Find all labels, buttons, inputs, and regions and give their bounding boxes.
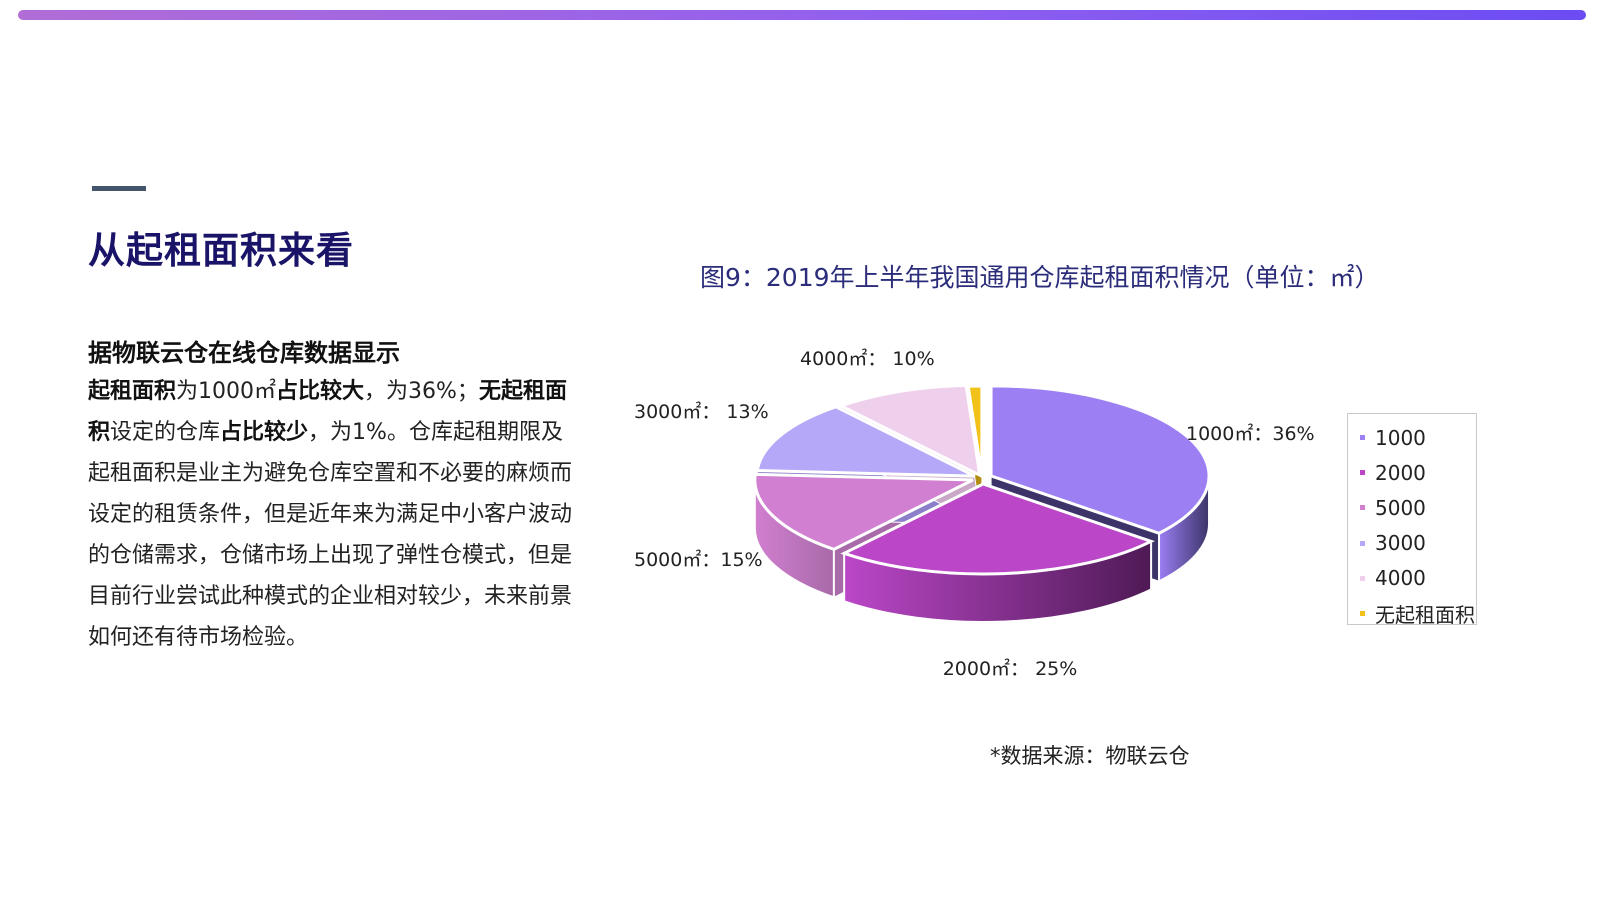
legend-item: 1000 [1348, 420, 1476, 455]
pie-slice-4000 [836, 383, 982, 478]
pie-slice-2000 [840, 482, 1155, 576]
legend-swatch [1360, 611, 1365, 617]
pie-data-label: 2000㎡： 25% [943, 657, 1078, 680]
legend-item: 3000 [1348, 526, 1476, 561]
chart-title: 图9：2019年上半年我国通用仓库起租面积情况（单位：㎡） [700, 263, 1380, 292]
subtitle: 据物联云仓在线仓库数据显示 [88, 339, 400, 367]
legend-swatch [1360, 435, 1365, 441]
section-title: 从起租面积来看 [88, 229, 354, 272]
paragraph-run: 设定的仓库 [110, 420, 221, 445]
legend-item: 2000 [1348, 455, 1476, 490]
pie-data-label: 5000㎡：15% [634, 548, 763, 571]
paragraph-run: ，为36%； [364, 379, 479, 404]
pie-slice-无起租面积 [966, 384, 984, 477]
pie-slice-5000 [753, 472, 974, 551]
pie-data-label: 4000㎡： 10% [800, 347, 935, 370]
legend-swatch [1360, 540, 1365, 546]
legend-label: 无起租面积 [1375, 603, 1475, 628]
pie-slice-3000 [755, 405, 976, 478]
legend-swatch [1360, 505, 1365, 511]
pie-slice-1000 [989, 384, 1211, 535]
pie-chart: 1000㎡：36% 2000㎡： 25% 5000㎡：15% 3000㎡： 13% 40… [634, 347, 1315, 680]
pie-data-label: 3000㎡： 13% [634, 400, 769, 423]
legend-item: 5000 [1348, 490, 1476, 525]
legend-label: 3000 [1375, 531, 1426, 556]
paragraph-run: 占比较少 [220, 420, 309, 445]
legend-label: 2000 [1375, 460, 1426, 485]
legend-label: 1000 [1375, 425, 1426, 450]
legend-label: 5000 [1375, 495, 1426, 520]
legend-swatch [1360, 575, 1365, 581]
paragraph-run: ，为1%。仓库起租期限及起租面积是业主为避免仓库空置和不必要的麻烦而设定的租赁条… [88, 420, 573, 650]
paragraph-run: 无起租面积 [88, 379, 567, 445]
legend-item: 4000 [1348, 561, 1476, 596]
legend-label: 4000 [1375, 566, 1426, 591]
top-accent-bar [18, 10, 1586, 20]
paragraph-run: 起租面积 [88, 379, 177, 404]
pie-data-label: 1000㎡：36% [1186, 422, 1315, 445]
legend-item: 无起租面积 [1348, 596, 1476, 631]
paragraph-run: 为1000㎡ [176, 379, 277, 404]
chart-legend: 1000 2000 5000 3000 4000 无起租面积 [1347, 413, 1477, 627]
body-paragraph: 起租面积为1000㎡占比较大，为36%；无起租面积设定的仓库占比较少，为1%。仓… [88, 371, 578, 658]
legend-swatch [1360, 470, 1365, 476]
title-dash [92, 186, 146, 191]
paragraph-run: 占比较大 [276, 379, 365, 404]
data-source: *数据来源：物联云仓 [990, 744, 1190, 768]
pie-tops [753, 383, 1211, 576]
